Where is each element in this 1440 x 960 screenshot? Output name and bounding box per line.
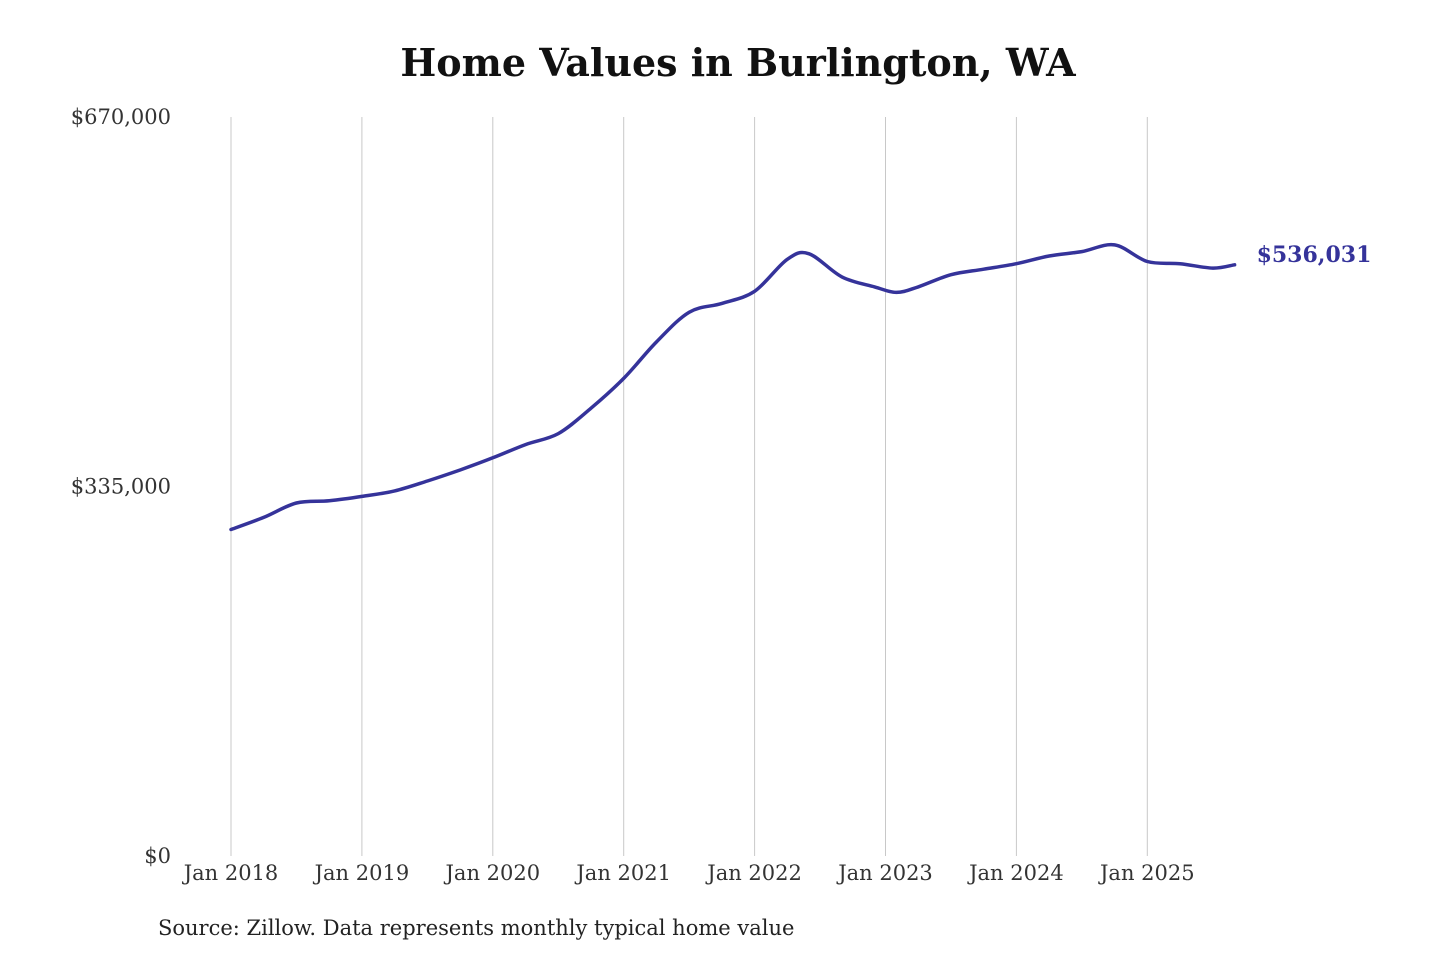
x-tick-label: Jan 2024 — [967, 861, 1064, 885]
gridlines — [230, 117, 1148, 856]
x-axis-tick-labels: Jan 2018 Jan 2019 Jan 2020 Jan 2021 Jan 2022… — [182, 861, 1195, 885]
y-tick-label: $670,000 — [71, 105, 171, 129]
y-axis-tick-labels: $0 $335,000 $670,000 — [71, 105, 171, 868]
x-tick-label: Jan 2022 — [705, 861, 802, 885]
x-tick-label: Jan 2023 — [836, 861, 933, 885]
series-line — [229, 242, 1237, 532]
end-value-label: $536,031 — [1257, 242, 1372, 268]
x-tick-label: Jan 2021 — [574, 861, 671, 885]
x-tick-label: Jan 2018 — [182, 861, 279, 885]
x-tick-label: Jan 2025 — [1098, 861, 1195, 885]
y-tick-label: $335,000 — [71, 475, 171, 499]
chart-title: Home Values in Burlington, WA — [400, 40, 1076, 85]
x-tick-label: Jan 2020 — [444, 861, 541, 885]
annotations: $536,031 — [1257, 242, 1372, 268]
source-note: Source: Zillow. Data represents monthly … — [158, 916, 795, 940]
x-tick-label: Jan 2019 — [313, 861, 410, 885]
y-tick-label: $0 — [144, 844, 171, 868]
series-layer — [229, 242, 1237, 532]
